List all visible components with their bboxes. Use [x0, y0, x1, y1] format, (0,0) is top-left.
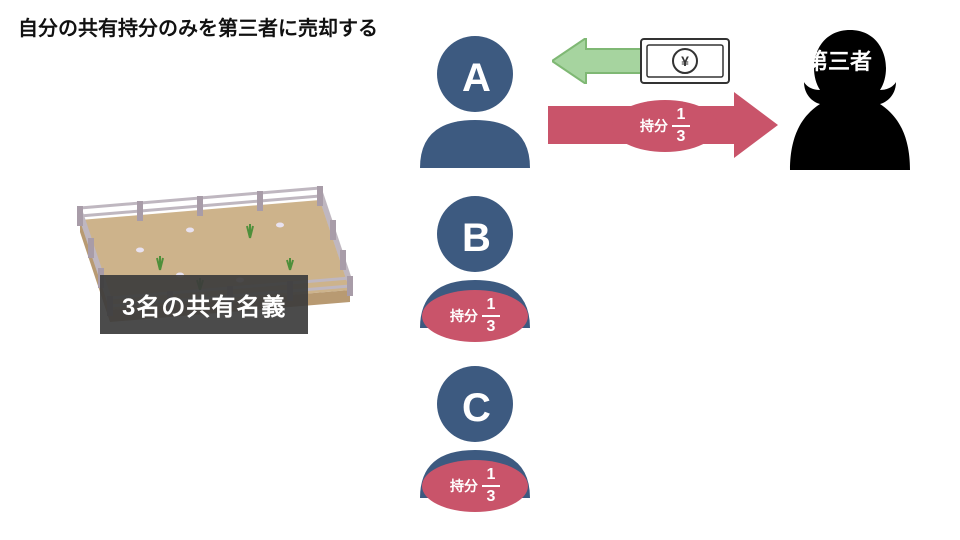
share-label: 持分 [450, 306, 478, 326]
land-ownership-label: 3名の共有名義 [100, 275, 308, 334]
fraction-denominator: 3 [677, 129, 686, 145]
fraction-bar [482, 485, 500, 487]
person-letter: A [462, 56, 491, 101]
person-letter: B [462, 216, 491, 261]
person-a: A [400, 28, 550, 168]
fraction-numerator: 1 [487, 467, 496, 483]
third-party: 第三者 [770, 20, 930, 175]
share-fraction: 1 3 [672, 107, 690, 145]
person-letter: C [462, 386, 491, 431]
share-fraction: 1 3 [482, 297, 500, 335]
share-label: 持分 [450, 476, 478, 496]
fraction-numerator: 1 [677, 107, 686, 123]
share-badge-c: 持分 1 3 [422, 460, 528, 512]
fraction-denominator: 3 [487, 489, 496, 505]
fraction-numerator: 1 [487, 297, 496, 313]
fraction-bar [672, 125, 690, 127]
money-icon: ¥ [640, 38, 730, 89]
share-label: 持分 [640, 116, 668, 136]
share-badge-transfer: 持分 1 3 [612, 100, 718, 152]
svg-text:¥: ¥ [681, 53, 689, 69]
fraction-bar [482, 315, 500, 317]
share-badge-b: 持分 1 3 [422, 290, 528, 342]
page-title: 自分の共有持分のみを第三者に売却する [18, 12, 378, 41]
third-party-label: 第三者 [806, 44, 872, 76]
third-party-icon [770, 20, 930, 170]
fraction-denominator: 3 [487, 319, 496, 335]
share-fraction: 1 3 [482, 467, 500, 505]
